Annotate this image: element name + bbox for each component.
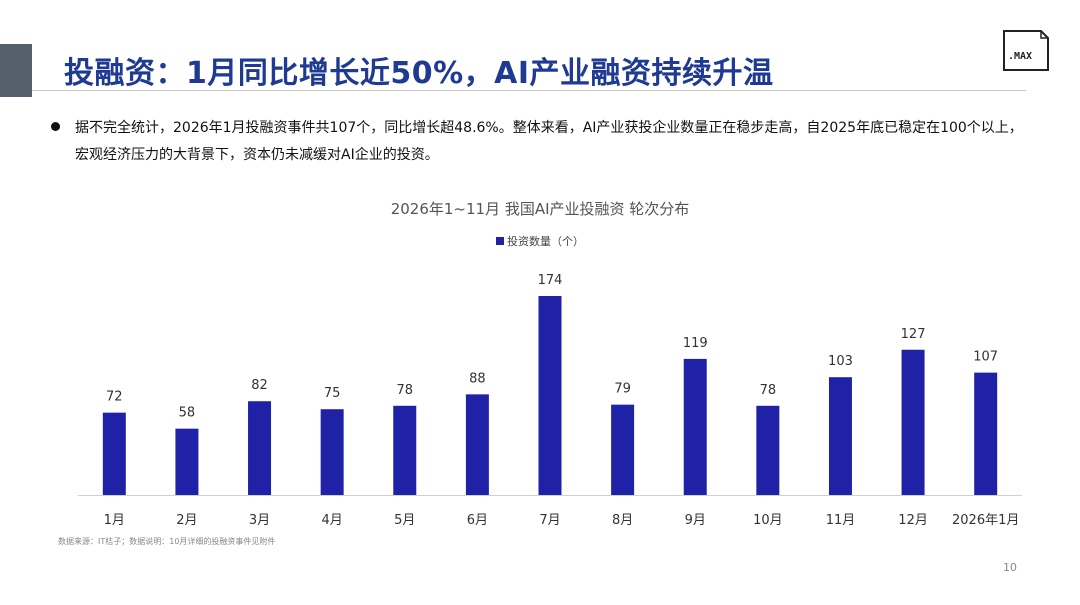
bar [611,404,635,495]
page-number: 10 [1003,561,1017,574]
bar [248,401,272,495]
x-tick-label: 8月 [612,513,633,528]
bar [683,358,707,495]
logo-text: .MAX [1008,51,1033,62]
x-tick-label: 5月 [394,513,415,528]
bar [393,405,417,495]
title-accent-block [0,44,32,97]
max-logo [1003,30,1049,71]
x-tick-label: 12月 [898,513,928,528]
data-label: 79 [614,382,631,397]
data-label: 82 [251,378,268,393]
x-tick-label: 2026年1月 [952,513,1019,528]
data-label: 103 [828,354,853,369]
data-label: 127 [901,327,926,342]
bar [102,412,126,495]
data-label: 88 [469,371,486,386]
source-note: 数据来源：IT桔子；数据说明：10月详细的投融资事件见附件 [58,537,276,546]
data-label: 78 [760,383,777,398]
chart-legend: 投资数量（个） [0,233,1080,249]
data-label: 107 [973,350,998,365]
bullet-dot [51,122,60,131]
x-tick-label: 11月 [826,513,856,528]
x-tick-label: 1月 [104,513,125,528]
data-label: 75 [324,386,341,401]
bullet-text: 据不完全统计，2026年1月投融资事件共107个，同比增长超48.6%。整体来看… [75,120,1023,163]
x-tick-label: 9月 [685,513,706,528]
legend-swatch [496,237,504,245]
bar [756,405,780,495]
x-tick-label: 10月 [753,513,783,528]
data-label: 72 [106,390,123,405]
chart-title: 2026年1~11月 我国AI产业投融资 轮次分布 [390,200,690,218]
x-tick-label: 6月 [467,513,488,528]
title-divider [32,90,1026,91]
bar [175,428,199,495]
data-label: 119 [683,336,708,351]
bar [974,372,998,495]
bar [320,409,344,495]
legend-label: 投资数量（个） [507,235,584,248]
x-tick-label: 2月 [176,513,197,528]
x-tick-label: 4月 [322,513,343,528]
x-tick-label: 3月 [249,513,270,528]
bar [465,394,489,495]
x-tick-label: 7月 [539,513,560,528]
slide-title: 投融资：1月同比增长近50%，AI产业融资持续升温 [64,56,774,91]
data-label: 78 [396,383,413,398]
bar [538,296,562,495]
data-label: 58 [179,406,196,421]
data-label: 174 [538,273,563,288]
bar [828,377,852,495]
bar [901,349,925,495]
